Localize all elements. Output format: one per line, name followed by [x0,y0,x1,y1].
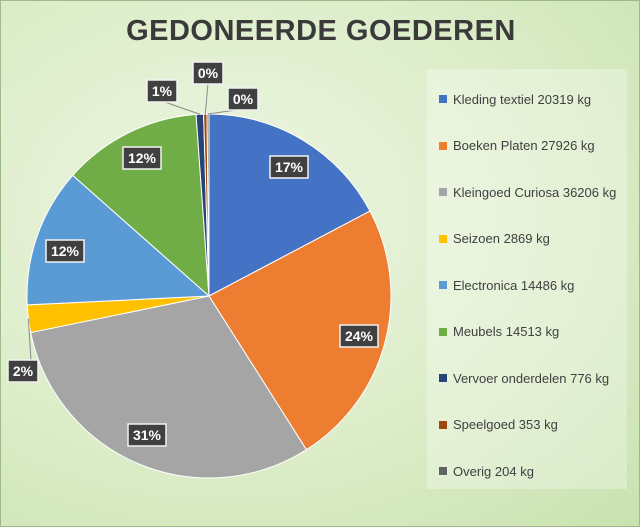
legend-swatch [439,374,447,382]
data-label-seizoen: 2% [7,359,39,383]
legend-label: Overig 204 kg [453,463,534,479]
legend-item-seizoen: Seizoen 2869 kg [439,229,550,249]
legend-label: Speelgoed 353 kg [453,417,558,432]
data-label-speelgoed: 0% [192,61,224,85]
legend-item-kleding-textiel: Kleding textiel 20319 kg [439,89,591,109]
chart-title: GEDONEERDE GOEDEREN [126,15,516,47]
data-label-electronica: 12% [45,239,85,263]
data-label-text: 1% [152,83,173,99]
legend-item-vervoer-onderdelen: Vervoer onderdelen 776 kg [439,368,609,388]
legend-swatch [439,467,447,475]
data-label-text: 0% [198,65,219,81]
data-label-meubels: 12% [122,146,162,170]
data-label-text: 31% [133,427,162,443]
data-label-text: 2% [13,363,34,379]
legend-swatch [439,188,447,196]
legend-label: Boeken Platen 27926 kg [453,138,595,153]
data-label-text: 17% [275,159,304,175]
data-label-kleding-textiel: 17% [269,155,309,179]
data-label-text: 12% [128,150,157,166]
legend-swatch [439,327,447,336]
legend-item-meubels: Meubels 14513 kg [439,322,559,342]
legend-label: Electronica 14486 kg [453,277,575,293]
legend-item-speelgoed: Speelgoed 353 kg [439,415,558,435]
data-label-vervoer-onderdelen: 1% [146,79,178,103]
pie-slice-electronica [26,174,211,306]
legend-swatch [439,95,447,103]
pie-slice-meubels [72,113,210,298]
legend-swatch [439,234,447,243]
leader-line-seizoen [27,318,32,362]
leader-line-vervoer-onderdelen [161,100,200,115]
legend-label: Kleding textiel 20319 kg [453,91,592,107]
data-label-boeken-platen: 24% [339,324,379,348]
legend-swatch [439,420,447,429]
pie-slice-kleding-textiel [208,113,371,297]
legend-item-electronica: Electronica 14486 kg [439,275,574,295]
data-label-text: 0% [233,91,254,107]
data-label-text: 12% [51,243,80,259]
legend-label: Seizoen 2869 kg [453,231,550,246]
data-label-text: 24% [345,328,374,344]
legend-item-kleingoed-curiosa: Kleingoed Curiosa 36206 kg [439,182,616,202]
legend-label: Kleingoed Curiosa 36206 kg [453,184,617,200]
legend-item-overig: Overig 204 kg [439,461,534,481]
legend: Kleding textiel 20319 kg Boeken Platen 27… [427,69,627,489]
leader-line-speelgoed [204,82,209,115]
data-label-overig: 0% [227,87,259,111]
legend-swatch [439,141,447,150]
legend-swatch [439,281,447,289]
legend-label: Vervoer onderdelen 776 kg [453,370,610,386]
data-label-kleingoed-curiosa: 31% [127,423,167,447]
legend-label: Meubels 14513 kg [453,324,560,339]
pie-slice-kleingoed-curiosa [30,295,308,479]
pie-slice-boeken-platen [208,210,392,451]
legend-item-boeken-platen: Boeken Platen 27926 kg [439,136,595,156]
